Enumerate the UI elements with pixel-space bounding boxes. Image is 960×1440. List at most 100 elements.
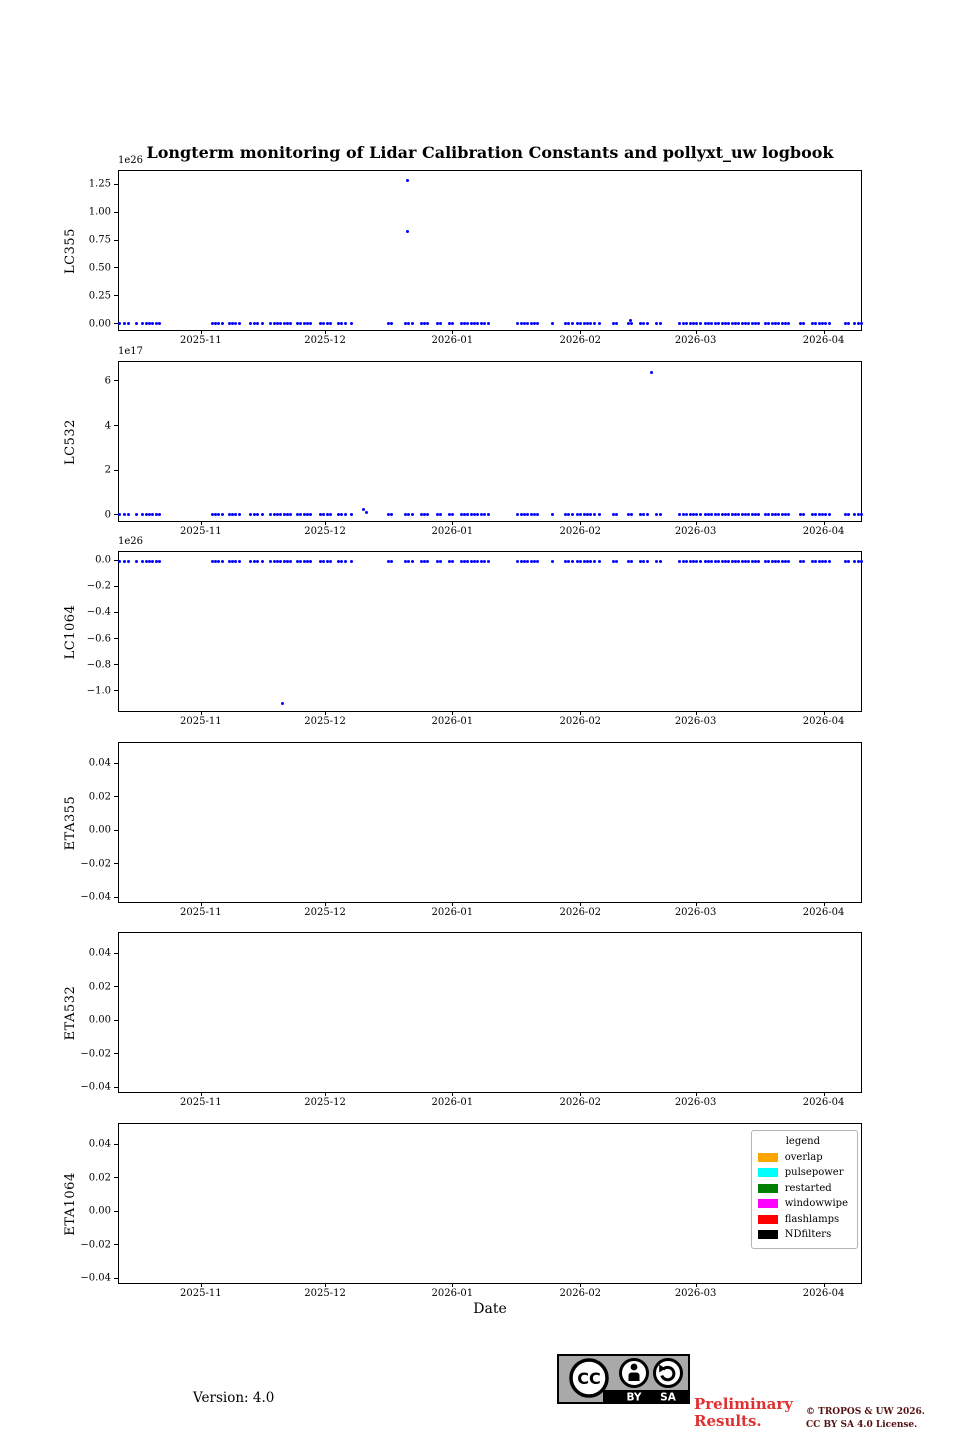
scatter-point — [275, 322, 279, 326]
x-tick-label: 2026-02 — [559, 907, 602, 918]
x-tick-mark — [823, 521, 825, 525]
scatter-point — [237, 322, 241, 326]
x-tick-label: 2025-12 — [304, 907, 346, 918]
scatter-point — [685, 559, 689, 563]
scatter-point — [774, 513, 778, 517]
scatter-point — [639, 513, 643, 517]
scatter-point — [252, 559, 256, 563]
scatter-point — [234, 513, 238, 517]
scatter-point — [329, 513, 333, 517]
scatter-point — [390, 559, 394, 563]
scatter-point — [309, 559, 313, 563]
legend-swatch-overlap — [757, 1152, 778, 1162]
y-tick-mark — [114, 380, 119, 382]
scatter-point — [799, 513, 802, 517]
subplot-eta1064: ETA1064 legend overlap pulsepower restarte… — [63, 1123, 862, 1299]
x-tick-mark — [200, 330, 202, 334]
legend-label: NDfilters — [784, 1229, 832, 1240]
scatter-point — [784, 559, 788, 563]
scatter-point — [710, 322, 714, 326]
scatter-point — [691, 322, 695, 326]
scatter-point — [230, 559, 234, 563]
y-tick-mark — [114, 469, 119, 471]
scatter-point — [483, 322, 487, 326]
scatter-point — [419, 322, 423, 326]
scatter-point — [296, 559, 300, 563]
scatter-point — [533, 559, 537, 563]
scatter-point — [627, 322, 631, 326]
scatter-point — [655, 559, 659, 563]
scatter-point — [575, 559, 579, 563]
scatter-point — [158, 513, 162, 517]
scatter-point — [227, 322, 231, 326]
scatter-point — [390, 322, 394, 326]
scatter-point — [479, 322, 483, 326]
scatter-point — [747, 559, 751, 563]
scatter-point — [753, 559, 757, 563]
scatter-point — [117, 513, 121, 517]
scatter-point — [563, 322, 567, 326]
scatter-point — [799, 322, 802, 326]
scatter-point — [451, 559, 455, 563]
sa-arrow-icon — [660, 1365, 676, 1382]
subplot-eta532: ETA532 0.04 0.02 0.00 −0.02 −0.04 2025-11 2025… — [63, 932, 862, 1108]
scatter-point — [350, 559, 354, 563]
scatter-point — [570, 513, 574, 517]
x-tick-mark — [452, 711, 454, 715]
scatter-point — [681, 559, 685, 563]
x-tick-label: 2026-01 — [431, 1288, 474, 1299]
scatter-point — [451, 322, 455, 326]
scatter-point — [299, 559, 303, 563]
scatter-point — [784, 513, 788, 517]
x-tick-label: 2026-03 — [674, 907, 717, 918]
y-tick-mark — [114, 183, 119, 185]
x-tick-label: 2025-12 — [304, 1288, 346, 1299]
x-tick-label: 2026-01 — [431, 1097, 474, 1108]
y-tick-label: 0.25 — [88, 290, 111, 302]
scatter-point — [730, 513, 734, 517]
scatter-point — [678, 513, 682, 517]
x-tick-label: 2026-03 — [674, 1288, 717, 1299]
scatter-point — [757, 513, 761, 517]
x-tick-mark — [823, 330, 825, 334]
scatter-point — [279, 559, 283, 563]
scatter-point — [272, 513, 276, 517]
x-tick-mark — [580, 330, 582, 334]
scatter-point — [282, 513, 286, 517]
scatter-point — [846, 559, 850, 563]
x-tick-mark — [823, 711, 825, 715]
scatter-point — [519, 322, 523, 326]
scatter-point — [422, 559, 426, 563]
scatter-point — [350, 322, 354, 326]
scatter-point — [774, 559, 778, 563]
scatter-point — [717, 559, 721, 563]
legend-label: overlap — [784, 1151, 823, 1163]
y-tick-label: −0.02 — [80, 1239, 111, 1251]
y-tick-mark — [114, 762, 119, 764]
scatter-point — [272, 322, 276, 326]
scatter-point — [827, 322, 831, 326]
legend-label: pulsepower — [784, 1167, 844, 1178]
scatter-point — [141, 513, 145, 517]
scatter-point — [846, 513, 850, 517]
scatter-point — [407, 513, 411, 517]
y-tick-mark — [114, 267, 119, 269]
scatter-point — [279, 513, 283, 517]
scatter-point — [585, 513, 589, 517]
scatter-point — [733, 322, 737, 326]
scatter-point — [410, 322, 414, 326]
scatter-point — [611, 322, 615, 326]
scatter-point — [802, 513, 806, 517]
scatter-point — [817, 559, 821, 563]
axis-offset-label: 1e26 — [118, 155, 144, 166]
scatter-point — [519, 559, 523, 563]
legend-entries: overlap pulsepower restarted windowwipe flas… — [757, 1150, 848, 1243]
y-tick-mark — [114, 323, 119, 325]
scatter-point — [767, 559, 771, 563]
scatter-point — [463, 513, 467, 517]
scatter-point — [575, 513, 579, 517]
scatter-point — [126, 513, 130, 517]
scatter-point — [148, 322, 151, 326]
scatter-point — [767, 513, 771, 517]
y-tick-mark — [114, 425, 119, 427]
